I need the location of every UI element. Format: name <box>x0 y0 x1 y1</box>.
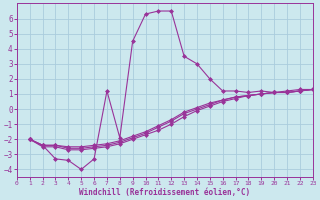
X-axis label: Windchill (Refroidissement éolien,°C): Windchill (Refroidissement éolien,°C) <box>79 188 250 197</box>
